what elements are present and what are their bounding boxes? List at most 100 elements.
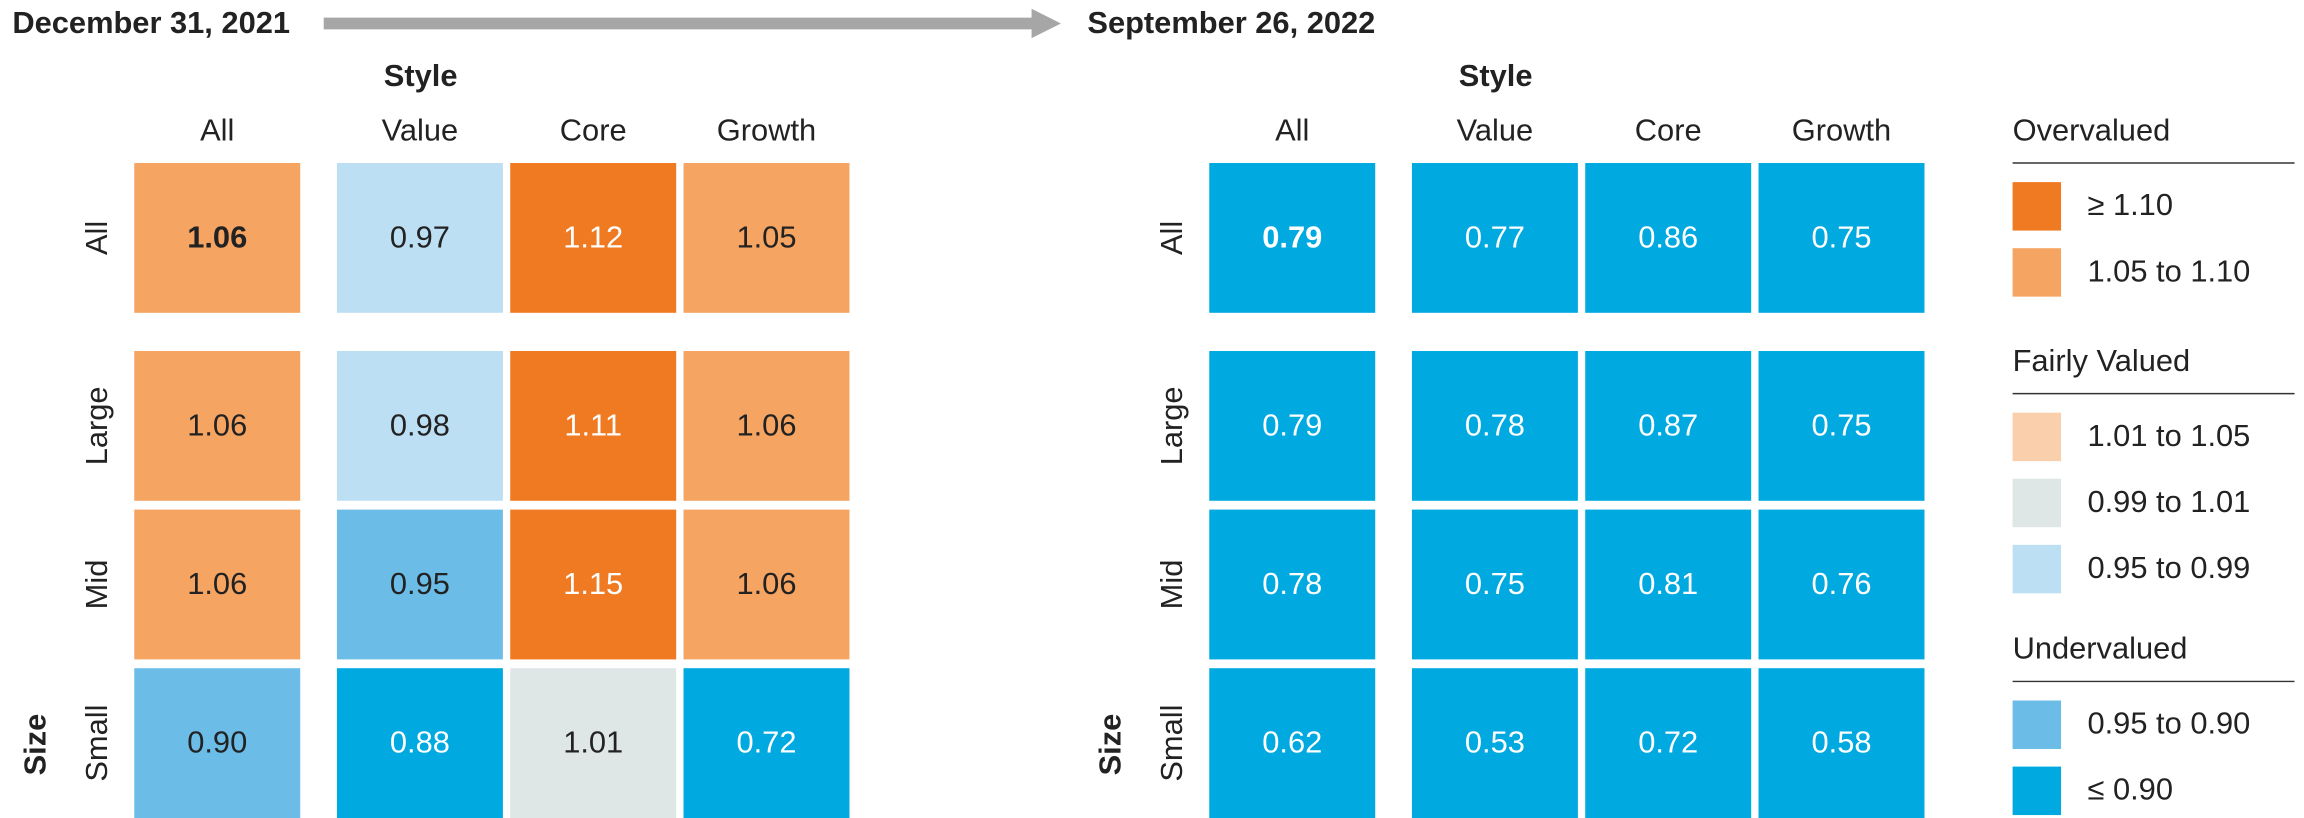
- cell: [134, 668, 301, 818]
- cell: [683, 668, 850, 818]
- cell-value: 0.78: [1465, 407, 1525, 442]
- cell-value: 0.75: [1465, 566, 1525, 601]
- cell-value: 0.77: [1465, 220, 1525, 255]
- size-label: Size: [1092, 714, 1127, 776]
- cell: [134, 350, 301, 501]
- cell-value: 0.75: [1811, 407, 1871, 442]
- cell: [510, 163, 677, 313]
- cell-value: 1.12: [563, 220, 623, 255]
- cell: [1758, 163, 1925, 313]
- cell-value: 1.01: [563, 725, 623, 760]
- cell: [510, 668, 677, 818]
- cell: [683, 350, 850, 501]
- cell-value: 0.78: [1262, 566, 1322, 601]
- legend-swatch: [2012, 478, 2062, 528]
- column-label: Value: [1457, 112, 1534, 147]
- cell: [1585, 509, 1752, 660]
- legend-label: ≤ 0.90: [2087, 772, 2173, 807]
- legend-label: 0.95 to 0.99: [2087, 550, 2250, 585]
- cell: [1758, 509, 1925, 660]
- column-label: All: [200, 112, 234, 147]
- cell: [683, 509, 850, 660]
- cell-value: 0.53: [1465, 725, 1525, 760]
- cell: [1585, 163, 1752, 313]
- cell-value: 1.06: [736, 407, 796, 442]
- cell-value: 0.72: [736, 725, 796, 760]
- cell: [1411, 350, 1578, 501]
- cell: [1411, 509, 1578, 660]
- cell-value: 0.62: [1262, 725, 1322, 760]
- legend-label: ≥ 1.10: [2087, 187, 2173, 222]
- cell: [510, 350, 677, 501]
- cell: [1411, 668, 1578, 818]
- panel-date: December 31, 2021: [12, 5, 290, 40]
- cell-value: 1.15: [563, 566, 623, 601]
- legend-swatch: [2012, 412, 2062, 462]
- cell: [1585, 668, 1752, 818]
- row-label: Large: [79, 386, 114, 465]
- cell-value: 0.79: [1262, 220, 1322, 255]
- legend-swatch: [2012, 248, 2062, 297]
- legend-label: 1.05 to 1.10: [2087, 253, 2250, 288]
- cell-value: 1.06: [187, 220, 247, 255]
- cell: [134, 163, 301, 313]
- row-label: Small: [79, 705, 114, 782]
- legend-swatch: [2012, 182, 2062, 231]
- cell-value: 0.79: [1262, 407, 1322, 442]
- column-label: Growth: [717, 112, 816, 147]
- cell-value: 0.98: [390, 407, 450, 442]
- cell: [510, 509, 677, 660]
- cell: [336, 668, 503, 818]
- cell: [1585, 350, 1752, 501]
- cell-value: 1.06: [187, 566, 247, 601]
- column-label: Value: [382, 112, 459, 147]
- cell-value: 0.90: [187, 725, 247, 760]
- cell: [1209, 350, 1376, 501]
- cell: [336, 163, 503, 313]
- cell-value: 1.05: [736, 220, 796, 255]
- column-label: All: [1275, 112, 1309, 147]
- legend-label: 0.99 to 1.01: [2087, 484, 2250, 519]
- cell: [1758, 350, 1925, 501]
- panel-date: September 26, 2022: [1087, 5, 1375, 40]
- cell: [1758, 668, 1925, 818]
- cell: [336, 509, 503, 660]
- style-label: Style: [1459, 58, 1533, 93]
- cell: [336, 350, 503, 501]
- cell: [683, 163, 850, 313]
- row-label: Small: [1154, 705, 1189, 782]
- cell-value: 0.58: [1811, 725, 1871, 760]
- cell-value: 0.87: [1638, 407, 1698, 442]
- cell-value: 1.06: [736, 566, 796, 601]
- legend-label: 0.95 to 0.90: [2087, 706, 2250, 741]
- legend-swatch: [2012, 766, 2062, 816]
- cell: [1209, 668, 1376, 818]
- legend-swatch: [2012, 544, 2062, 594]
- cell-value: 0.76: [1811, 566, 1871, 601]
- size-label: Size: [17, 714, 52, 776]
- cell-value: 0.72: [1638, 725, 1698, 760]
- column-label: Core: [1635, 112, 1702, 147]
- cell-value: 0.81: [1638, 566, 1698, 601]
- cell: [1209, 509, 1376, 660]
- arrow-head: [1031, 8, 1061, 39]
- column-label: Growth: [1792, 112, 1891, 147]
- row-label: Mid: [1154, 560, 1189, 610]
- cell-value: 0.75: [1811, 220, 1871, 255]
- cell-value: 0.86: [1638, 220, 1698, 255]
- column-label: Core: [560, 112, 627, 147]
- cell-value: 1.06: [187, 407, 247, 442]
- legend-swatch: [2012, 700, 2062, 749]
- cell: [1209, 163, 1376, 313]
- legend-title: Fairly Valued: [2013, 343, 2191, 378]
- row-label: All: [79, 221, 114, 255]
- legend-title: Overvalued: [2013, 112, 2171, 147]
- cell: [1411, 163, 1578, 313]
- row-label: Mid: [79, 560, 114, 610]
- legend-title: Undervalued: [2013, 631, 2188, 666]
- row-label: Large: [1154, 386, 1189, 465]
- cell-value: 0.95: [390, 566, 450, 601]
- row-label: All: [1154, 221, 1189, 255]
